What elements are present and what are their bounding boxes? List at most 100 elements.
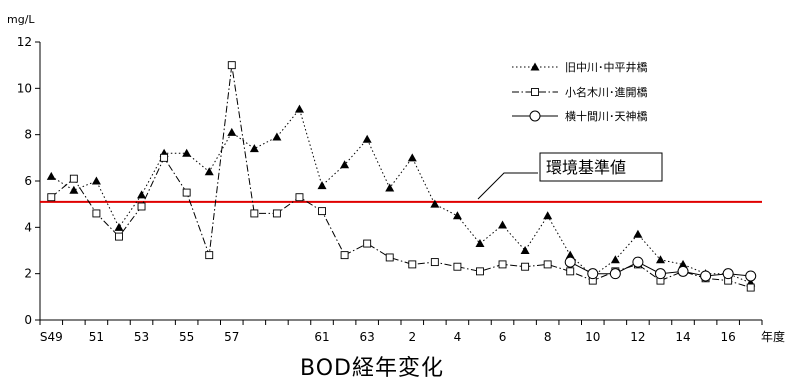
x-tick-label: 57 — [224, 330, 239, 344]
series-layer — [46, 61, 757, 292]
series-line-shinkai — [50, 65, 751, 289]
data-point-square — [295, 193, 304, 202]
y-tick-label: 4 — [24, 220, 32, 234]
data-point-circle — [564, 256, 576, 268]
data-point-triangle — [655, 255, 665, 264]
data-point-triangle — [385, 183, 395, 192]
y-tick-label: 6 — [24, 174, 32, 188]
data-point-square — [385, 253, 394, 262]
data-point-triangle — [475, 239, 485, 248]
series-nakahira — [46, 104, 756, 287]
x-tick-label: 53 — [134, 330, 149, 344]
x-tick-label: 10 — [585, 330, 600, 344]
legend-item-nakahira: 旧中川･中平井橋 — [512, 60, 648, 74]
legend-square-marker — [531, 88, 539, 96]
y-tick-label: 0 — [24, 313, 32, 327]
x-tick-label: 8 — [544, 330, 552, 344]
data-point-triangle — [565, 250, 575, 259]
data-point-square — [476, 267, 484, 276]
data-point-triangle — [520, 246, 530, 254]
data-point-triangle — [91, 176, 101, 185]
x-tick-label: 55 — [179, 330, 194, 344]
legend-triangle-marker — [530, 62, 540, 71]
legend: 旧中川･中平井橋 小名木川･進開橋 横十間川･天神橋 — [512, 60, 648, 123]
data-point-triangle — [294, 104, 304, 113]
x-tick-label: 2 — [408, 330, 416, 344]
x-axis-ticks: S49 51 53 55 57 61 63 2 4 6 8 10 12 14 16 — [39, 320, 763, 344]
data-point-triangle — [69, 185, 79, 194]
data-point-triangle — [272, 132, 282, 141]
data-point-triangle — [452, 211, 462, 220]
y-axis-ticks: 0 2 4 6 8 10 12 — [17, 35, 40, 327]
data-point-circle — [587, 268, 599, 280]
x-tick-label: S49 — [40, 330, 63, 344]
data-point-square — [115, 232, 123, 241]
data-point-square — [521, 262, 530, 271]
x-tick-label: 63 — [360, 330, 375, 344]
series-tenjin — [564, 256, 757, 282]
y-tick-label: 12 — [17, 35, 32, 49]
legend-item-shinkai: 小名木川･進開橋 — [512, 85, 648, 99]
data-point-triangle — [633, 229, 643, 238]
data-point-square — [92, 209, 101, 218]
x-tick-label: 16 — [721, 330, 736, 344]
data-point-triangle — [182, 148, 192, 157]
x-tick-label: 51 — [89, 330, 104, 344]
data-point-circle — [654, 268, 666, 280]
data-point-triangle — [317, 181, 327, 190]
x-tick-label: 6 — [499, 330, 507, 344]
data-point-circle — [677, 265, 689, 277]
x-axis-unit-label: 年度 — [761, 329, 785, 344]
data-point-square — [340, 251, 349, 260]
data-point-circle — [609, 268, 621, 280]
x-tick-label: 4 — [454, 330, 462, 344]
data-point-square — [272, 209, 281, 218]
data-point-square — [408, 260, 417, 269]
legend-item-tenjin: 横十間川･天神橋 — [512, 109, 648, 123]
data-point-square — [363, 239, 372, 248]
data-point-square — [543, 260, 552, 269]
standard-callout-leader — [477, 172, 538, 200]
y-tick-label: 10 — [17, 81, 32, 95]
standard-callout-box — [539, 152, 663, 182]
data-point-square — [205, 251, 214, 260]
data-point-square — [137, 202, 146, 211]
data-point-triangle — [114, 222, 124, 231]
legend-label-shinkai: 小名木川･進開橋 — [565, 85, 648, 99]
data-point-square — [453, 262, 462, 271]
legend-circle-marker — [529, 110, 541, 122]
data-point-triangle — [543, 211, 553, 220]
data-point-square — [746, 283, 755, 292]
x-tick-label: 61 — [314, 330, 329, 344]
data-point-circle — [632, 256, 644, 268]
legend-label-tenjin: 横十間川･天神橋 — [565, 109, 648, 123]
data-point-triangle — [204, 167, 214, 176]
data-point-square — [498, 260, 507, 269]
data-point-square — [566, 267, 575, 276]
data-point-square — [182, 188, 191, 197]
data-point-square — [318, 207, 326, 216]
data-point-triangle — [340, 160, 350, 169]
data-point-triangle — [678, 259, 688, 268]
legend-label-nakahira: 旧中川･中平井橋 — [565, 60, 648, 74]
data-point-triangle — [610, 255, 620, 264]
series-line-nakahira — [51, 108, 751, 284]
data-point-circle — [700, 270, 712, 282]
data-point-triangle — [498, 220, 508, 229]
data-point-circle — [745, 270, 757, 282]
x-tick-label: 12 — [630, 330, 645, 344]
data-point-square — [250, 209, 259, 218]
data-point-square — [47, 193, 56, 202]
data-point-triangle — [407, 153, 417, 162]
data-point-triangle — [137, 190, 147, 199]
data-point-triangle — [249, 144, 259, 153]
data-point-square — [430, 258, 439, 267]
data-point-triangle — [227, 127, 237, 136]
standard-callout-label: 環境基準値 — [546, 158, 626, 177]
data-point-triangle — [430, 199, 440, 208]
data-point-triangle — [46, 171, 56, 180]
x-tick-label: 14 — [675, 330, 690, 344]
data-point-square — [160, 153, 169, 162]
